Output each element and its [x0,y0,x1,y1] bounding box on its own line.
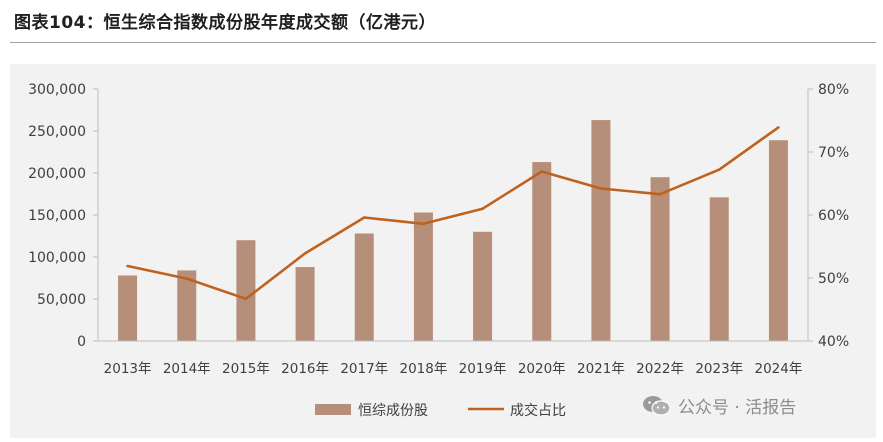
left-tick-label: 50,000 [37,292,86,308]
chart-panel [10,64,876,438]
line-point [185,277,189,280]
bar-series [118,120,788,341]
x-tick-label: 2015年 [222,361,270,377]
line-point [481,207,484,210]
bar [532,162,552,341]
bar [354,233,374,341]
line-point [126,264,129,268]
bar [768,140,788,341]
x-tick-label: 2014年 [163,361,211,377]
bar [295,267,315,341]
line-point [303,252,307,255]
line-path [127,126,780,301]
x-tick-label: 2022年 [636,361,684,377]
x-tick-label: 2024年 [754,361,802,377]
legend-bar-label: 恒综成份股 [358,403,428,419]
left-tick-label: 150,000 [28,208,86,224]
line-point [244,297,248,301]
x-tick-label: 2017年 [340,361,388,377]
bar [650,177,670,341]
bar [413,212,433,341]
left-tick-label: 250,000 [28,124,86,140]
bar [591,120,611,341]
watermark-text: 公众号 · 活报告 [678,398,797,418]
legend-line-label: 成交占比 [510,402,566,419]
right-tick-label: 70% [818,145,849,161]
chart-title: 图表104：恒生综合指数成份股年度成交额（亿港元） [14,13,436,33]
left-tick-label: 100,000 [28,250,86,266]
bar [118,275,138,341]
left-tick-label: 300,000 [28,82,86,98]
right-tick-label: 40% [818,334,849,350]
left-tick-label: 200,000 [28,166,86,182]
bar [473,231,493,341]
line-point [422,222,425,226]
x-tick-label: 2021年 [577,361,625,377]
right-tick-label: 50% [818,271,849,287]
x-axis-labels: 2013年 2014年 2015年 2016年 2017年 2018年 2019年 2020年… [104,361,803,377]
x-tick-label: 2019年 [459,361,507,377]
left-tick-label: 0 [77,334,86,350]
line-point [777,126,780,129]
legend: 恒综成份股 成交占比 [315,402,566,419]
bar [709,197,729,341]
bar [236,240,256,341]
line-point [362,216,366,219]
line-point [717,168,721,171]
x-tick-label: 2013年 [104,361,152,377]
right-axis-ticks: 40% 50% 60% 70% 80% [808,82,849,350]
watermark: 公众号 · 活报告 [642,393,796,418]
legend-bar-swatch [315,404,351,415]
x-tick-label: 2016年 [281,361,329,377]
line-point [599,187,603,190]
right-tick-label: 60% [818,208,849,224]
left-axis-ticks: 0 50,000 100,000 150,000 200,000 250,000 300,0… [28,82,98,350]
wechat-icon [643,395,671,416]
x-tick-label: 2020年 [518,361,566,377]
right-tick-label: 80% [818,82,849,98]
x-tick-label: 2018年 [399,361,447,377]
line-point [658,192,662,196]
bar [177,270,197,341]
title-divider [10,42,876,43]
x-tick-label: 2023年 [695,361,743,377]
line-point [540,170,544,173]
line-series [126,126,780,301]
